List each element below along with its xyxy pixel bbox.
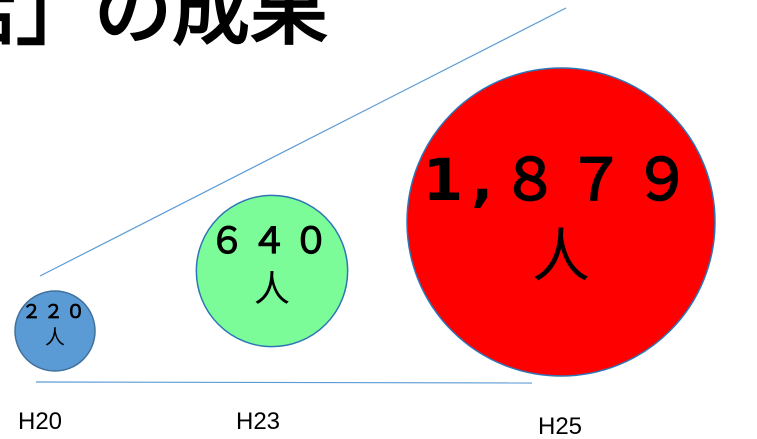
unit-label-h25: 人 — [532, 222, 590, 290]
value-label-h23: ６４０ — [209, 221, 335, 262]
bubble-h23 — [195, 194, 349, 348]
category-label-h23: H23 — [236, 408, 280, 435]
category-label-h25: H25 — [538, 413, 582, 439]
trend-line-upper — [39, 7, 567, 277]
bubble-h25 — [406, 67, 716, 377]
trend-line-lower — [35, 381, 533, 384]
bubble-h20 — [14, 290, 96, 372]
value-label-h25: 1,８７９ — [423, 146, 699, 214]
unit-label-h20: 人 — [45, 325, 65, 349]
value-label-h20: ２２０ — [22, 301, 88, 323]
category-label-h20: H20 — [18, 408, 62, 435]
slide-title: 話」の成果 — [0, 0, 420, 62]
slide-title-text: 話」の成果 — [0, 0, 329, 56]
unit-label-h23: 人 — [254, 269, 290, 310]
